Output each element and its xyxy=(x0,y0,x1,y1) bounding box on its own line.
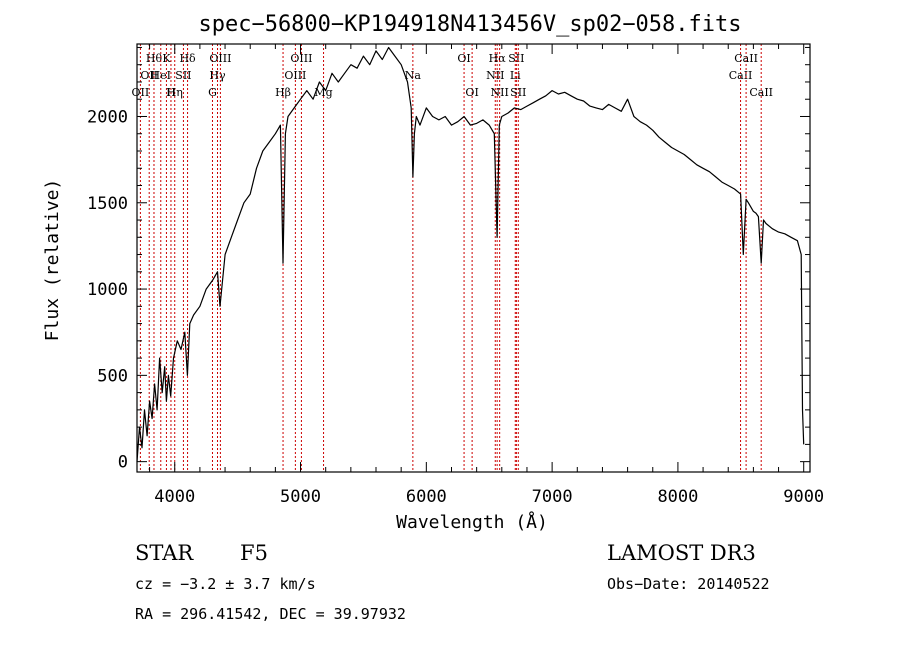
line-marker-label-4: K xyxy=(162,52,171,65)
line-marker-label-20: Hα xyxy=(489,52,507,65)
y-tick-label-2: 1000 xyxy=(87,280,128,300)
line-marker-label-15: Mg xyxy=(314,86,332,99)
line-marker-label-14: OIII xyxy=(290,52,312,65)
line-marker-label-8: Hδ xyxy=(179,52,196,65)
line-marker-label-22: Li xyxy=(510,69,521,82)
line-marker-label-16: Na xyxy=(405,69,422,82)
y-axis-label: Flux (relative) xyxy=(42,179,63,342)
line-marker-label-21: NII xyxy=(491,86,509,99)
x-tick-label-0: 4000 xyxy=(154,487,195,507)
y-tick-label-4: 2000 xyxy=(87,107,128,127)
line-marker-label-2: Hθ xyxy=(146,52,163,65)
survey-name: LAMOST DR3 xyxy=(607,541,756,565)
x-axis-label: Wavelength (Å) xyxy=(396,511,548,533)
line-marker-label-12: Hβ xyxy=(275,86,291,99)
chart-title: spec−56800−KP194918N413456V_sp02−058.fit… xyxy=(198,12,741,37)
object-subclass: F5 xyxy=(240,541,268,565)
y-tick-label-3: 1500 xyxy=(87,194,128,214)
x-tick-label-4: 8000 xyxy=(657,487,698,507)
line-marker-label-5: H xyxy=(166,86,176,99)
x-tick-label-1: 5000 xyxy=(280,487,321,507)
line-marker-label-24: SII xyxy=(510,86,526,99)
line-marker-label-6: Hη xyxy=(167,86,183,99)
x-tick-label-3: 7000 xyxy=(532,487,573,507)
line-marker-label-23: SII xyxy=(508,52,524,65)
coordinates-text: RA = 296.41542, DEC = 39.97932 xyxy=(135,605,406,623)
line-marker-label-13: OIII xyxy=(284,69,306,82)
line-marker-label-11: OIII xyxy=(209,52,231,65)
line-marker-label-18: OI xyxy=(465,86,478,99)
line-marker-label-7: SII xyxy=(175,69,191,82)
x-tick-label-2: 6000 xyxy=(406,487,447,507)
line-marker-label-26: CaII xyxy=(734,52,758,65)
plot-frame xyxy=(136,43,811,473)
object-class: STAR xyxy=(135,541,194,565)
y-tick-label-0: 0 xyxy=(118,453,128,473)
line-marker-label-17: OI xyxy=(457,52,470,65)
line-marker-label-9: G xyxy=(208,86,217,99)
x-tick-label-5: 9000 xyxy=(783,487,824,507)
line-marker-label-27: CaII xyxy=(749,86,773,99)
line-marker-label-3: HeI xyxy=(151,69,171,82)
observation-date: Obs−Date: 20140522 xyxy=(607,575,770,593)
line-marker-label-0: OII xyxy=(132,86,150,99)
spectrum-series xyxy=(136,46,805,462)
y-tick-label-1: 500 xyxy=(97,366,128,386)
spectrum-line xyxy=(136,46,805,462)
line-marker-label-19: NII xyxy=(486,69,504,82)
line-marker-label-10: Hγ xyxy=(209,69,226,82)
spectral-line-markers: OIIOIIHθHeIKHHηSIIHδGHγOIIIHβOIIIOIIIMgN… xyxy=(132,44,773,472)
axes: 4000 5000 6000 7000 8000 9000 0 500 1000 1500 2000 xyxy=(87,43,824,507)
line-marker-label-25: CaII xyxy=(729,69,753,82)
redshift-text: cz = −3.2 ± 3.7 km/s xyxy=(135,575,316,593)
